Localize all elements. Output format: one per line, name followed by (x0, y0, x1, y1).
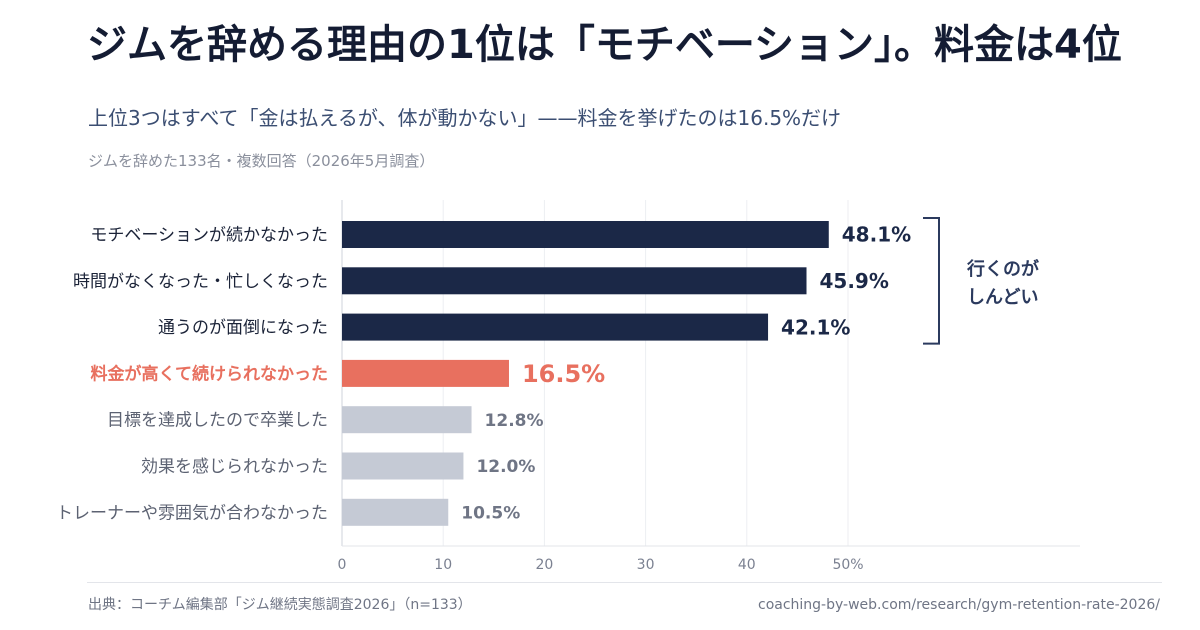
bar (342, 221, 829, 248)
chart-subtitle: 上位3つはすべて「金は払えるが、体が動かない」——料金を挙げたのは16.5%だけ (88, 106, 842, 130)
x-tick-label: 30 (637, 557, 655, 573)
value-label: 45.9% (820, 269, 889, 293)
chart-title: ジムを辞める理由の1位は「モチベーション」。料金は4位 (87, 22, 1122, 68)
category-label: 時間がなくなった・忙しくなった (73, 272, 328, 292)
value-label: 16.5% (522, 360, 605, 388)
bar (342, 452, 464, 480)
bar (342, 267, 807, 295)
annotation-line2: しんどい (967, 287, 1038, 308)
x-tick-label: 10 (434, 557, 452, 573)
annotation-line1: 行くのが (966, 258, 1039, 280)
bracket (923, 217, 940, 345)
footer-divider (87, 582, 1162, 583)
source-url[interactable]: coaching-by-web.com/research/gym-retenti… (758, 597, 1160, 613)
value-label: 12.8% (485, 411, 544, 431)
bar (342, 359, 509, 387)
x-tick-label: 0 (338, 557, 347, 573)
category-labels: モチベーションが続かなかった時間がなくなった・忙しくなった通うのが面倒になった料… (56, 226, 328, 524)
category-label: 効果を感じられなかった (141, 457, 328, 477)
value-label: 12.0% (476, 457, 535, 477)
survey-note: ジムを辞めた133名・複数回答（2026年5月調査） (88, 152, 435, 170)
bars (342, 221, 829, 526)
x-axis-ticks: 0 10 20 30 40 50% (338, 557, 864, 573)
bar (342, 313, 769, 341)
category-label: 料金が高くて続けられなかった (91, 363, 329, 384)
value-labels: 48.1% 45.9% 42.1% 16.5% 12.8% 12.0% 10.5% (461, 223, 911, 524)
x-tick-label: 40 (738, 557, 756, 573)
category-label: 目標を達成したので卒業した (107, 411, 328, 431)
value-label: 10.5% (461, 503, 520, 523)
category-label: 通うのが面倒になった (158, 318, 328, 338)
category-label: モチベーションが続かなかった (90, 226, 328, 246)
category-label: トレーナーや雰囲気が合わなかった (56, 503, 328, 523)
bar (342, 406, 472, 434)
x-tick-label: 20 (535, 557, 553, 573)
bar-chart: モチベーションが続かなかった時間がなくなった・忙しくなった通うのが面倒になった料… (56, 200, 1080, 573)
value-label: 48.1% (842, 223, 911, 247)
bar (342, 498, 449, 526)
x-tick-label: 50% (832, 557, 863, 573)
source-credit: 出典：コーチム編集部「ジム継続実態調査2026」（n=133） (88, 597, 472, 613)
value-label: 42.1% (781, 315, 850, 339)
